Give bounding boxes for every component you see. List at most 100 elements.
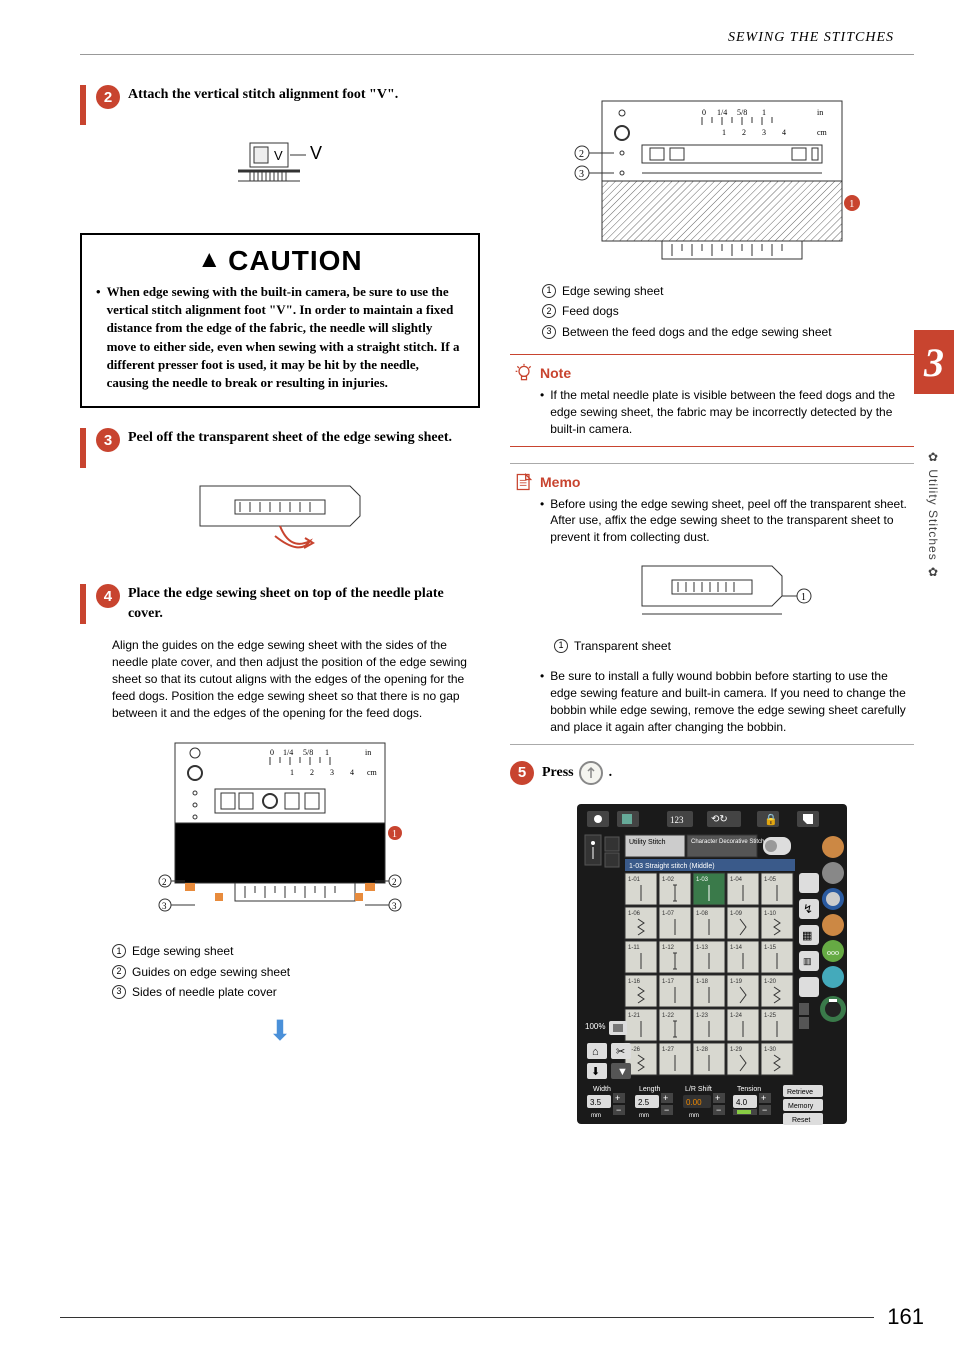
step-5: 5 Press . (510, 761, 914, 785)
svg-text:1-14: 1-14 (730, 945, 743, 951)
bulb-icon (514, 363, 534, 383)
svg-text:🔒: 🔒 (764, 813, 778, 826)
side-label: ✿ Utility Stitches ✿ (926, 450, 940, 580)
memo-body-2: •Be sure to install a fully wound bobbin… (514, 668, 910, 735)
accent-bar (80, 428, 86, 468)
svg-text:4: 4 (350, 768, 354, 777)
warning-icon: ▲ (197, 246, 222, 273)
svg-text:1-03 Straight stitch (Middle): 1-03 Straight stitch (Middle) (629, 863, 715, 870)
svg-text:in: in (817, 108, 823, 117)
svg-text:3: 3 (330, 768, 334, 777)
foot-v-label-inner: V (274, 148, 283, 163)
legend-memo-1: Transparent sheet (574, 636, 671, 656)
legend-left-1: Edge sewing sheet (132, 941, 233, 961)
svg-text:1-16: 1-16 (628, 979, 641, 985)
memo-box: Memo •Before using the edge sewing sheet… (510, 463, 914, 745)
svg-text:1: 1 (392, 829, 397, 840)
svg-text:0.00: 0.00 (686, 1098, 702, 1107)
svg-text:1: 1 (801, 592, 806, 603)
svg-text:3.5: 3.5 (590, 1098, 602, 1107)
svg-text:1/4: 1/4 (283, 748, 293, 757)
legend-right: 1Edge sewing sheet 2Feed dogs 3Between t… (542, 281, 914, 342)
svg-text:1-05: 1-05 (764, 877, 777, 883)
svg-text:Retrieve: Retrieve (787, 1089, 813, 1096)
svg-text:3: 3 (579, 169, 584, 180)
svg-text:1-12: 1-12 (662, 945, 675, 951)
svg-text:1: 1 (290, 768, 294, 777)
svg-text:5/8: 5/8 (303, 748, 313, 757)
caution-box: ▲CAUTION • When edge sewing with the bui… (80, 233, 480, 408)
svg-text:1-22: 1-22 (662, 1013, 675, 1019)
svg-text:1-01: 1-01 (628, 877, 641, 883)
memo-title: Memo (514, 472, 910, 492)
step-2: 2 Attach the vertical stitch alignment f… (96, 85, 398, 111)
step-num-4: 4 (96, 584, 120, 608)
svg-text:↯: ↯ (803, 902, 813, 916)
svg-text:mm: mm (689, 1113, 699, 1119)
svg-text:2: 2 (579, 149, 584, 160)
svg-text:2.5: 2.5 (638, 1098, 650, 1107)
note-box: Note •If the metal needle plate is visib… (510, 354, 914, 446)
svg-text:1-06: 1-06 (628, 911, 641, 917)
svg-text:1-09: 1-09 (730, 911, 743, 917)
svg-text:4: 4 (782, 128, 786, 137)
accent-bar (80, 85, 86, 125)
svg-text:1-15: 1-15 (764, 945, 777, 951)
svg-text:−: − (762, 1105, 767, 1115)
svg-text:Character Decorative Stitch: Character Decorative Stitch (691, 839, 764, 845)
accent-bar (80, 584, 86, 624)
machine-screen: 123 ⟲↻ 🔒 Utility Stitch Chara (510, 799, 914, 1129)
legend-right-1: Edge sewing sheet (562, 281, 663, 301)
page-rule (60, 1317, 874, 1318)
svg-text:100%: 100% (585, 1022, 605, 1031)
svg-text:2: 2 (392, 877, 397, 887)
step-num-5: 5 (510, 761, 534, 785)
svg-text:Memory: Memory (788, 1103, 814, 1110)
svg-text:1-19: 1-19 (730, 979, 743, 985)
svg-text:1-27: 1-27 (662, 1047, 675, 1053)
note-body: •If the metal needle plate is visible be… (514, 387, 910, 437)
note-title: Note (514, 363, 910, 383)
svg-text:mm: mm (639, 1113, 649, 1119)
svg-text:1-28: 1-28 (696, 1047, 709, 1053)
svg-text:−: − (716, 1105, 721, 1115)
svg-text:1-13: 1-13 (696, 945, 709, 951)
svg-text:Length: Length (639, 1086, 661, 1093)
svg-text:+: + (615, 1093, 620, 1103)
plate-diagram-right: 01/4 5/81 in 12 34 cm (510, 93, 914, 263)
svg-text:1-25: 1-25 (764, 1013, 777, 1019)
svg-text:cm: cm (817, 128, 828, 137)
svg-text:123: 123 (670, 815, 684, 825)
svg-text:1-11: 1-11 (628, 945, 640, 951)
svg-text:5/8: 5/8 (737, 108, 747, 117)
caution-body: • When edge sewing with the built-in cam… (96, 283, 464, 392)
svg-text:1: 1 (849, 198, 855, 210)
caution-title-text: CAUTION (228, 245, 363, 276)
svg-text:⌂: ⌂ (592, 1046, 599, 1058)
legend-left: 1Edge sewing sheet 2Guides on edge sewin… (112, 941, 480, 1002)
svg-text:Reset: Reset (792, 1117, 810, 1124)
svg-text:▼: ▼ (617, 1066, 628, 1078)
svg-text:in: in (365, 748, 371, 757)
svg-text:1-04: 1-04 (730, 877, 743, 883)
svg-text:1-24: 1-24 (730, 1013, 743, 1019)
svg-text:1-23: 1-23 (696, 1013, 709, 1019)
foot-v-diagram: V V (80, 133, 480, 213)
svg-text:Utility Stitch: Utility Stitch (629, 839, 666, 846)
svg-text:1-03: 1-03 (696, 877, 709, 883)
plate-diagram-left: 0 1/4 5/8 1 in 1 2 3 4 cm (80, 733, 480, 923)
svg-text:▥: ▥ (803, 956, 812, 966)
svg-text:1-21: 1-21 (628, 1013, 641, 1019)
svg-text:⟲↻: ⟲↻ (711, 814, 728, 825)
step-5-text: Press . (542, 761, 612, 785)
svg-text:1: 1 (325, 748, 329, 757)
svg-text:1: 1 (722, 128, 726, 137)
svg-text:Width: Width (593, 1086, 611, 1093)
step-4-text: Place the edge sewing sheet on top of th… (128, 584, 480, 623)
svg-text:1-02: 1-02 (662, 877, 675, 883)
svg-text:2: 2 (162, 877, 167, 887)
svg-text:−: − (664, 1105, 669, 1115)
svg-text:⬇: ⬇ (591, 1066, 600, 1078)
svg-text:1-08: 1-08 (696, 911, 709, 917)
svg-text:cm: cm (367, 768, 378, 777)
